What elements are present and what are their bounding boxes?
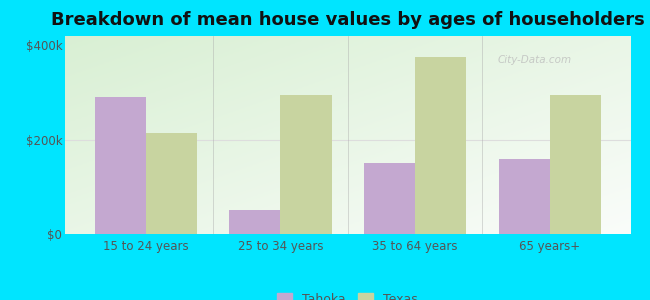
Bar: [280, 95, 332, 234]
Bar: [415, 57, 466, 234]
Title: Breakdown of mean house values by ages of householders: Breakdown of mean house values by ages o…: [51, 11, 645, 29]
Bar: [229, 210, 280, 234]
Legend: Tahoka, Texas: Tahoka, Texas: [272, 288, 423, 300]
Bar: [364, 163, 415, 234]
Bar: [95, 97, 146, 234]
Bar: [499, 159, 550, 234]
Bar: [146, 133, 197, 234]
Text: City-Data.com: City-Data.com: [497, 55, 571, 65]
Bar: [550, 95, 601, 234]
